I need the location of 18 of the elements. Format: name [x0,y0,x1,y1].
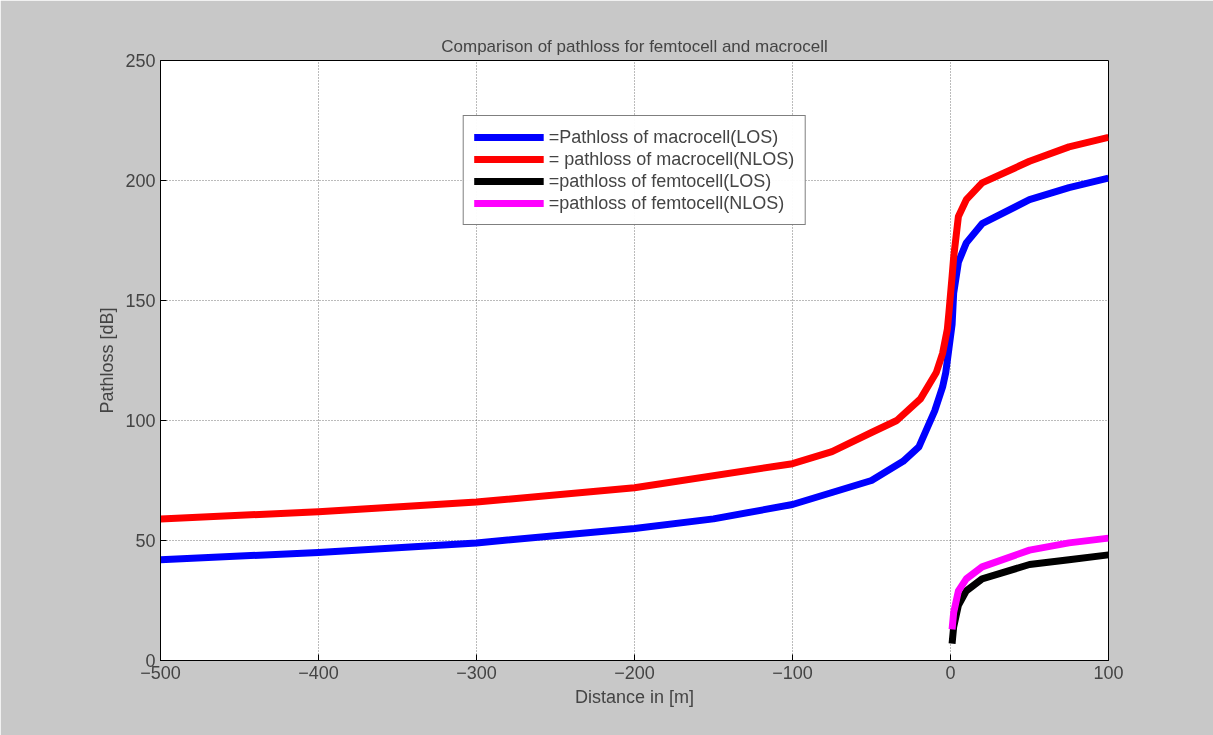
x-tick-label: 0 [945,662,956,683]
legend-label: =pathloss of femtocell(NLOS) [548,192,785,214]
x-tick-label: −300 [456,662,497,683]
x-tick-label: −200 [614,662,655,683]
x-tick-label: 100 [1093,662,1124,683]
y-tick-label: 250 [125,51,156,71]
y-axis-title: Pathloss [dB] [97,307,118,414]
chart-title: Comparison of pathloss for femtocell and macrocell [441,36,828,56]
y-tick-label: 200 [125,171,156,191]
x-tick-label: −100 [772,662,813,683]
legend-label: =pathloss of femtocell(LOS) [548,170,772,192]
x-tick-label: −400 [298,662,339,683]
y-tick-label: 50 [135,531,156,551]
y-tick-label: 100 [125,411,156,431]
legend-label: = pathloss of macrocell(NLOS) [548,148,795,170]
legend-label: =Pathloss of macrocell(LOS) [548,126,779,148]
x-axis-title: Distance in [m] [574,686,695,707]
y-tick-label: 150 [125,291,156,311]
